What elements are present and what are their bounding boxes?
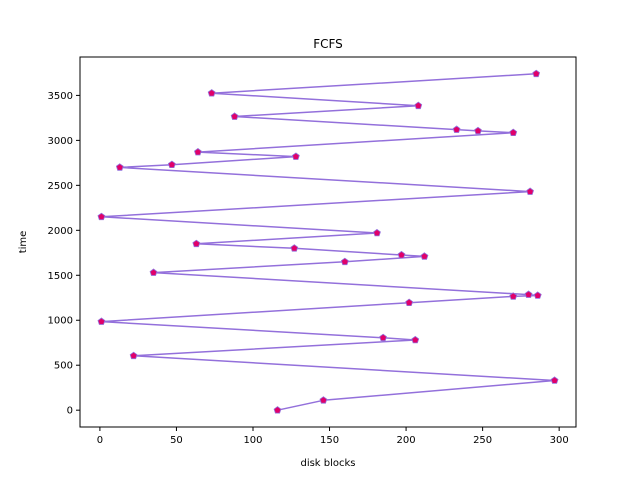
data-point — [509, 292, 518, 300]
x-tick-label: 100 — [243, 435, 262, 446]
data-point — [167, 160, 176, 169]
data-point — [526, 187, 534, 195]
data-point — [414, 101, 423, 110]
data-point — [452, 125, 461, 133]
data-point — [379, 333, 387, 342]
data-point — [291, 152, 300, 160]
y-tick-label: 500 — [54, 361, 73, 372]
y-tick-label: 0 — [67, 406, 73, 417]
data-point — [405, 298, 414, 307]
y-axis-title: time — [18, 231, 29, 254]
x-tick-label: 300 — [550, 435, 569, 446]
data-point — [194, 148, 202, 156]
y-tick-label: 1500 — [48, 271, 73, 282]
x-tick-label: 150 — [320, 435, 339, 446]
data-point — [319, 396, 328, 404]
y-axis-ticks: 0 500 1000 1500 2000 2500 3000 3500 — [48, 91, 80, 417]
data-point — [532, 69, 541, 78]
y-tick-label: 3500 — [48, 91, 73, 102]
data-point — [397, 250, 406, 259]
data-point — [340, 257, 349, 266]
x-tick-label: 200 — [397, 435, 416, 446]
y-tick-label: 2000 — [48, 226, 73, 237]
data-point — [230, 112, 239, 120]
data-point — [509, 128, 518, 137]
data-point — [420, 252, 429, 260]
x-axis-ticks: 0 50 100 150 200 250 300 — [97, 427, 569, 446]
chart-title: FCFS — [313, 37, 343, 51]
x-tick-label: 50 — [170, 435, 183, 446]
y-tick-label: 3000 — [48, 136, 73, 147]
data-point — [273, 406, 282, 414]
data-point — [290, 244, 299, 252]
x-tick-label: 250 — [473, 435, 492, 446]
data-point — [115, 163, 124, 171]
data-point — [524, 290, 533, 298]
data-point — [550, 376, 559, 384]
data-point — [207, 89, 216, 97]
data-point — [149, 268, 158, 276]
series-layer — [97, 69, 559, 414]
data-point — [97, 317, 106, 325]
data-point — [533, 291, 542, 299]
y-tick-label: 1000 — [48, 316, 73, 327]
data-point — [474, 126, 482, 135]
x-tick-label: 0 — [97, 435, 103, 446]
data-point — [97, 212, 106, 221]
data-point — [129, 351, 138, 360]
data-point — [411, 335, 420, 344]
y-tick-label: 2500 — [48, 181, 73, 192]
data-point — [373, 228, 381, 237]
x-axis-title: disk blocks — [300, 458, 355, 469]
data-point — [192, 239, 201, 248]
plot-area-frame — [79, 56, 577, 428]
